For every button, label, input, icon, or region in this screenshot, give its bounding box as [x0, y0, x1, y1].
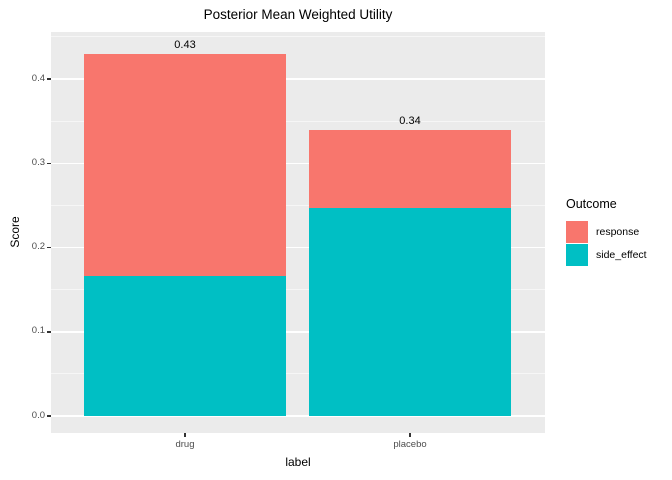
- gridline-minor: [51, 289, 545, 291]
- gridline-minor: [51, 36, 545, 38]
- chart-title: Posterior Mean Weighted Utility: [203, 7, 393, 22]
- gridline-major: [51, 415, 545, 417]
- x-tick-label: placebo: [393, 439, 427, 450]
- legend: Outcome response side_effect: [566, 197, 647, 267]
- gridline-minor: [51, 373, 545, 375]
- y-tick-mark: [47, 246, 51, 249]
- legend-label-side-effect: side_effect: [596, 249, 647, 261]
- gridline-minor: [51, 204, 545, 206]
- legend-item-response: response: [566, 221, 647, 243]
- y-tick-label: 0.1: [31, 325, 45, 337]
- y-tick-mark: [47, 162, 51, 164]
- bar-total-label: 0.43: [174, 38, 196, 51]
- gridline-major: [51, 78, 545, 80]
- gridline-major: [51, 246, 545, 249]
- x-axis-title: label: [285, 455, 311, 469]
- x-tick-mark: [409, 433, 411, 437]
- y-tick-mark: [47, 415, 51, 417]
- bar-segment-response: [84, 53, 286, 277]
- legend-key-response-swatch: [566, 221, 588, 243]
- y-tick-label: 0.3: [31, 156, 45, 168]
- y-tick-label: 0.2: [31, 241, 45, 252]
- gridline-major: [51, 331, 545, 333]
- gridline-minor: [51, 120, 545, 122]
- y-tick-mark: [47, 331, 51, 333]
- y-tick-label: 0.0: [31, 409, 45, 421]
- legend-label-response: response: [596, 226, 640, 238]
- y-tick-mark: [47, 78, 51, 80]
- bar-total-label: 0.34: [399, 114, 421, 127]
- plot-panel: 0.43 0.34: [51, 32, 545, 433]
- bar-segment-response: [309, 129, 511, 208]
- legend-key-side-effect-swatch: [566, 244, 588, 266]
- legend-title: Outcome: [566, 197, 617, 211]
- y-tick-label: 0.4: [31, 72, 45, 84]
- legend-item-side-effect: side_effect: [566, 244, 647, 266]
- bar-segment-side_effect: [309, 207, 511, 416]
- x-tick-mark: [184, 433, 186, 437]
- bar-segment-side_effect: [84, 276, 286, 416]
- gridline-major: [51, 162, 545, 164]
- x-tick-label: drug: [175, 439, 195, 450]
